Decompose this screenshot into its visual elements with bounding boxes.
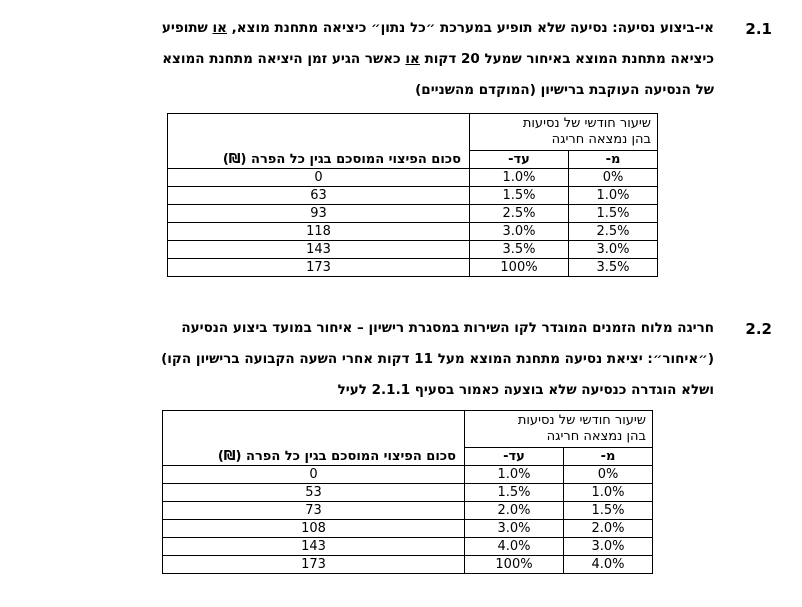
amount-cell: 173 — [162, 555, 465, 574]
table-row: 1.5% 2.5% 93 — [167, 204, 658, 223]
from-cell: 0% — [563, 465, 653, 484]
amount-cell: 93 — [167, 204, 470, 223]
from-cell: 2.5% — [568, 222, 658, 241]
amount-header: סכום הפיצוי המוסכם בגין כל הפרה (₪) — [167, 113, 470, 169]
paragraph-line: אי-ביצוע נסיעה: נסיעה שלא תופיע במערכת ״… — [161, 20, 714, 36]
table-row: 3.5% 100% 173 — [167, 258, 658, 277]
amount-cell: 173 — [167, 258, 470, 277]
from-cell: 3.5% — [568, 258, 658, 277]
to-header: עד- — [469, 150, 569, 169]
fine-table: שיעור חודשי של נסיעות בהן נמצאה חריגה סכ… — [162, 410, 653, 574]
to-cell: 1.5% — [469, 186, 569, 205]
to-cell: 100% — [469, 258, 569, 277]
paragraph-line: (״איחור״: יציאת נסיעה מתחנת המוצא מעל 11… — [161, 351, 714, 367]
to-cell: 1.0% — [464, 465, 564, 484]
to-cell: 3.0% — [464, 519, 564, 538]
from-header: מ- — [563, 447, 653, 466]
to-cell: 100% — [464, 555, 564, 574]
to-cell: 3.5% — [469, 240, 569, 259]
to-cell: 3.0% — [469, 222, 569, 241]
table-row: 1.0% 1.5% 53 — [162, 483, 653, 502]
amount-cell: 53 — [162, 483, 465, 502]
to-header: עד- — [464, 447, 564, 466]
amount-cell: 143 — [167, 240, 470, 259]
paragraph-line: כיציאה מתחנת המוצא באיחור שמעל 20 דקות א… — [162, 51, 714, 67]
table-row: 1.5% 2.0% 73 — [162, 501, 653, 520]
amount-cell: 143 — [162, 537, 465, 556]
table-row: 1.0% 1.5% 63 — [167, 186, 658, 205]
from-cell: 3.0% — [568, 240, 658, 259]
table-row: 0% 1.0% 0 — [162, 465, 653, 484]
section-number: 2.1 — [745, 20, 772, 38]
fine-table: שיעור חודשי של נסיעות בהן נמצאה חריגה סכ… — [167, 113, 658, 277]
section-paragraph: חריגה מלוח הזמנים המוגדר לקו השירות במסג… — [24, 313, 714, 406]
from-cell: 1.5% — [568, 204, 658, 223]
amount-cell: 0 — [162, 465, 465, 484]
amount-cell: 108 — [162, 519, 465, 538]
amount-cell: 63 — [167, 186, 470, 205]
paragraph-line: של הנסיעה העוקבת ברישיון (המוקדם מהשניים… — [415, 82, 714, 98]
paragraph-line: ושלא הוגדרה כנסיעה שלא בוצעה כאמור בסעיף… — [337, 382, 714, 398]
amount-cell: 0 — [167, 168, 470, 187]
from-cell: 1.0% — [568, 186, 658, 205]
from-cell: 1.0% — [563, 483, 653, 502]
section-paragraph: אי-ביצוע נסיעה: נסיעה שלא תופיע במערכת ״… — [24, 13, 714, 106]
to-cell: 4.0% — [464, 537, 564, 556]
from-cell: 1.5% — [563, 501, 653, 520]
from-cell: 3.0% — [563, 537, 653, 556]
table-row: 3.0% 3.5% 143 — [167, 240, 658, 259]
amount-header: סכום הפיצוי המוסכם בגין כל הפרה (₪) — [162, 410, 465, 466]
to-cell: 1.0% — [469, 168, 569, 187]
from-cell: 0% — [568, 168, 658, 187]
section-number: 2.2 — [745, 320, 772, 338]
to-cell: 2.5% — [469, 204, 569, 223]
table-row: 0% 1.0% 0 — [167, 168, 658, 187]
paragraph-line: חריגה מלוח הזמנים המוגדר לקו השירות במסג… — [181, 320, 714, 336]
from-header: מ- — [568, 150, 658, 169]
table-row: 2.5% 3.0% 118 — [167, 222, 658, 241]
rate-group-header: שיעור חודשי של נסיעות בהן נמצאה חריגה — [464, 410, 653, 448]
from-cell: 2.0% — [563, 519, 653, 538]
amount-cell: 118 — [167, 222, 470, 241]
table-row: 3.0% 4.0% 143 — [162, 537, 653, 556]
rate-group-header: שיעור חודשי של נסיעות בהן נמצאה חריגה — [469, 113, 658, 151]
table-row: 2.0% 3.0% 108 — [162, 519, 653, 538]
to-cell: 1.5% — [464, 483, 564, 502]
amount-cell: 73 — [162, 501, 465, 520]
from-cell: 4.0% — [563, 555, 653, 574]
to-cell: 2.0% — [464, 501, 564, 520]
table-row: 4.0% 100% 173 — [162, 555, 653, 574]
